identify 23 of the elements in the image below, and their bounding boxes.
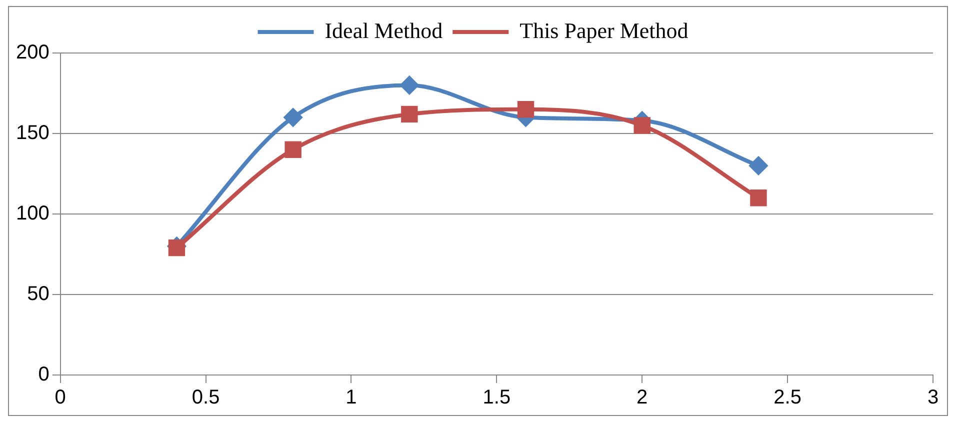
point bbox=[517, 100, 534, 118]
point bbox=[401, 106, 418, 123]
y-tick-label: 200 bbox=[16, 42, 50, 64]
x-tick-label: 2 bbox=[636, 386, 648, 409]
y-tick-label: 50 bbox=[27, 283, 50, 306]
legend-label: This Paper Method bbox=[520, 18, 688, 43]
point bbox=[634, 117, 650, 134]
point bbox=[400, 76, 418, 94]
y-tick-label: 150 bbox=[16, 122, 50, 144]
point bbox=[284, 141, 302, 158]
x-tick-label: 1 bbox=[346, 386, 357, 409]
x-tick-label: 0 bbox=[54, 386, 66, 409]
x-tick-label: 2.5 bbox=[774, 386, 802, 409]
y-tick-label: 100 bbox=[16, 202, 50, 225]
legend-label: Ideal Method bbox=[324, 18, 443, 43]
x-tick-label: 1.5 bbox=[482, 386, 511, 409]
point bbox=[284, 108, 302, 126]
point bbox=[168, 239, 186, 256]
point bbox=[750, 190, 767, 206]
point bbox=[749, 156, 768, 175]
y-tick-label: 0 bbox=[38, 364, 50, 386]
x-tick-label: 0.5 bbox=[192, 386, 220, 409]
x-tick-label: 3 bbox=[927, 386, 939, 409]
